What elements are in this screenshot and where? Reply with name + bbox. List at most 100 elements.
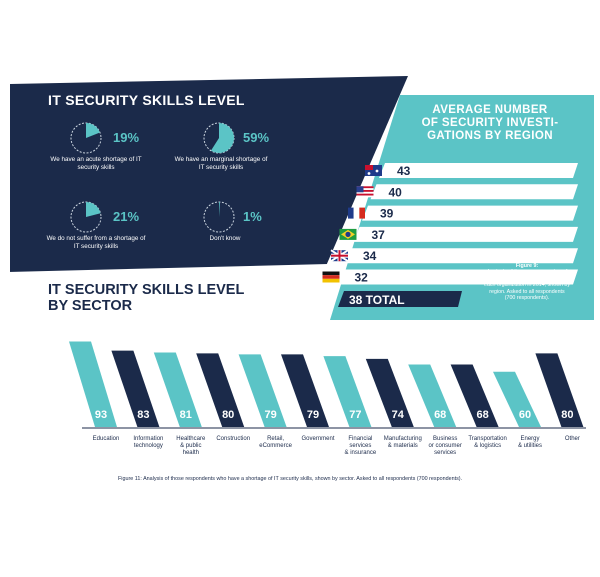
sector-title: IT SECURITY SKILLS LEVEL BY SECTOR — [48, 282, 244, 314]
region-row: 32 — [322, 269, 578, 285]
region-bar — [379, 163, 578, 178]
sector-bar-value: 68 — [476, 409, 489, 421]
region-bar — [353, 226, 578, 242]
sector-bar-value: 79 — [264, 409, 277, 421]
sector-category-label-line: & insurance — [344, 450, 377, 456]
sector-category-label-line: Retail, — [267, 436, 285, 442]
sector-category-label: Energy & utilities — [507, 436, 553, 450]
sector-category-label: Other — [549, 436, 595, 443]
sector-category-label: Government — [295, 436, 341, 443]
sector-bars — [69, 341, 584, 427]
france-flag — [348, 207, 365, 219]
sector-category-label-line: Healthcare — [176, 436, 206, 442]
region-bar — [362, 205, 578, 221]
skills-label-none: We do not suffer from a shortage of IT s… — [46, 235, 146, 250]
sector-bar — [450, 364, 499, 427]
skills-percent-acute: 19% — [113, 130, 140, 145]
white-sector-panel — [8, 264, 594, 438]
sector-category-label-line: health — [182, 450, 199, 456]
germany-flag — [322, 271, 340, 283]
sector-bar-value: 93 — [94, 409, 108, 421]
region-row: 37 — [339, 226, 578, 242]
region-note-title: Figure 9: — [515, 263, 539, 269]
sector-category-label-line: & logistics — [474, 443, 502, 449]
region-value: 34 — [363, 249, 377, 263]
sector-category-label-line: Education — [92, 436, 120, 442]
sector-category-label: Business or consumer services — [422, 436, 468, 457]
pie-dont-know-slice — [219, 202, 220, 217]
sector-bar-value: 80 — [561, 409, 574, 421]
sector-title-line2: BY SECTOR — [48, 298, 133, 314]
region-row: 40 — [356, 184, 578, 200]
sector-category-label: Manufacturing & materials — [380, 436, 426, 450]
region-title-line: AVERAGE NUMBER — [432, 104, 548, 116]
sector-category-label: Information technology — [125, 436, 171, 450]
sector-bar — [238, 354, 287, 427]
region-value: 39 — [380, 207, 394, 221]
sector-category-label: Transportation & logistics — [465, 436, 511, 450]
pie-icons — [70, 122, 235, 233]
region-total: 38 TOTAL — [349, 293, 405, 307]
sector-category-label-line: Energy — [520, 436, 540, 442]
australia-flag — [365, 165, 382, 176]
sector-category-label-line: technology — [133, 443, 163, 449]
sector-bar — [493, 371, 541, 427]
sector-bar — [196, 353, 245, 427]
region-title: AVERAGE NUMBER OF SECURITY INVESTI- GATI… — [410, 104, 570, 143]
uk-flag — [330, 249, 349, 263]
sector-category-label: Healthcare & public health — [168, 436, 214, 457]
sector-category-label-line: & utilities — [517, 443, 542, 449]
usa-flag — [356, 186, 374, 198]
skills-percent-marginal: 59% — [243, 130, 270, 145]
skills-percent-none: 21% — [113, 209, 140, 224]
region-row: 43 — [365, 163, 578, 178]
sector-title-line1: IT SECURITY SKILLS LEVEL — [48, 282, 245, 298]
sector-category-label: Education — [83, 436, 129, 443]
sector-category-label-line: services — [434, 450, 457, 456]
navy-skills-panel — [10, 76, 408, 275]
pie-acute-icon — [70, 122, 102, 154]
skills-label-dont-know: Don't know — [209, 235, 241, 242]
pie-dont-know-icon — [203, 201, 235, 233]
sector-category-label: Construction — [210, 436, 256, 443]
sector-bar — [365, 358, 414, 427]
region-bar — [345, 248, 578, 264]
sector-bar-value: 81 — [179, 409, 192, 421]
region-note: Figure 9: Analysis of the average number… — [484, 263, 570, 301]
region-row: 34 — [330, 248, 578, 264]
sector-bar-value: 60 — [518, 409, 532, 421]
sector-bar-value: 74 — [391, 409, 404, 421]
pie-acute-slice — [86, 123, 100, 138]
sector-bar-value: 77 — [349, 409, 362, 421]
sector-category-label-line: Manufacturing — [383, 436, 422, 442]
sector-bar — [323, 356, 372, 427]
region-title-line: OF SECURITY INVESTI- — [421, 117, 559, 129]
sector-bar — [408, 364, 457, 427]
skills-title: IT SECURITY SKILLS LEVEL — [48, 92, 245, 108]
sector-category-label-line: Construction — [216, 436, 251, 442]
skills-percent-dont-know: 1% — [243, 209, 262, 224]
sector-category-label-line: eCommerce — [259, 443, 292, 449]
sector-category-label-line: & materials — [387, 443, 418, 449]
brazil-flag — [339, 228, 357, 240]
sector-category-label-line: Government — [301, 436, 335, 442]
sector-bar-value: 68 — [434, 409, 447, 421]
sector-category-label-line: & public — [180, 443, 202, 449]
sector-bar-value: 79 — [306, 409, 320, 421]
sector-category-label-line: Other — [564, 436, 580, 442]
sector-bar — [69, 341, 117, 427]
sector-category-label-line: Transportation — [468, 436, 507, 442]
region-bar — [370, 184, 578, 200]
sector-bar — [111, 350, 160, 427]
region-value: 32 — [355, 271, 369, 285]
region-value: 37 — [372, 228, 386, 242]
sector-category-label-line: Business — [433, 436, 458, 442]
pie-marginal-slice — [210, 123, 234, 153]
sector-category-label-line: or consumer — [428, 443, 462, 449]
sector-bar — [535, 353, 584, 427]
sector-bar-value: 83 — [137, 409, 150, 421]
sector-bar — [153, 352, 202, 427]
sector-category-label: Financial services & insurance — [337, 436, 383, 457]
